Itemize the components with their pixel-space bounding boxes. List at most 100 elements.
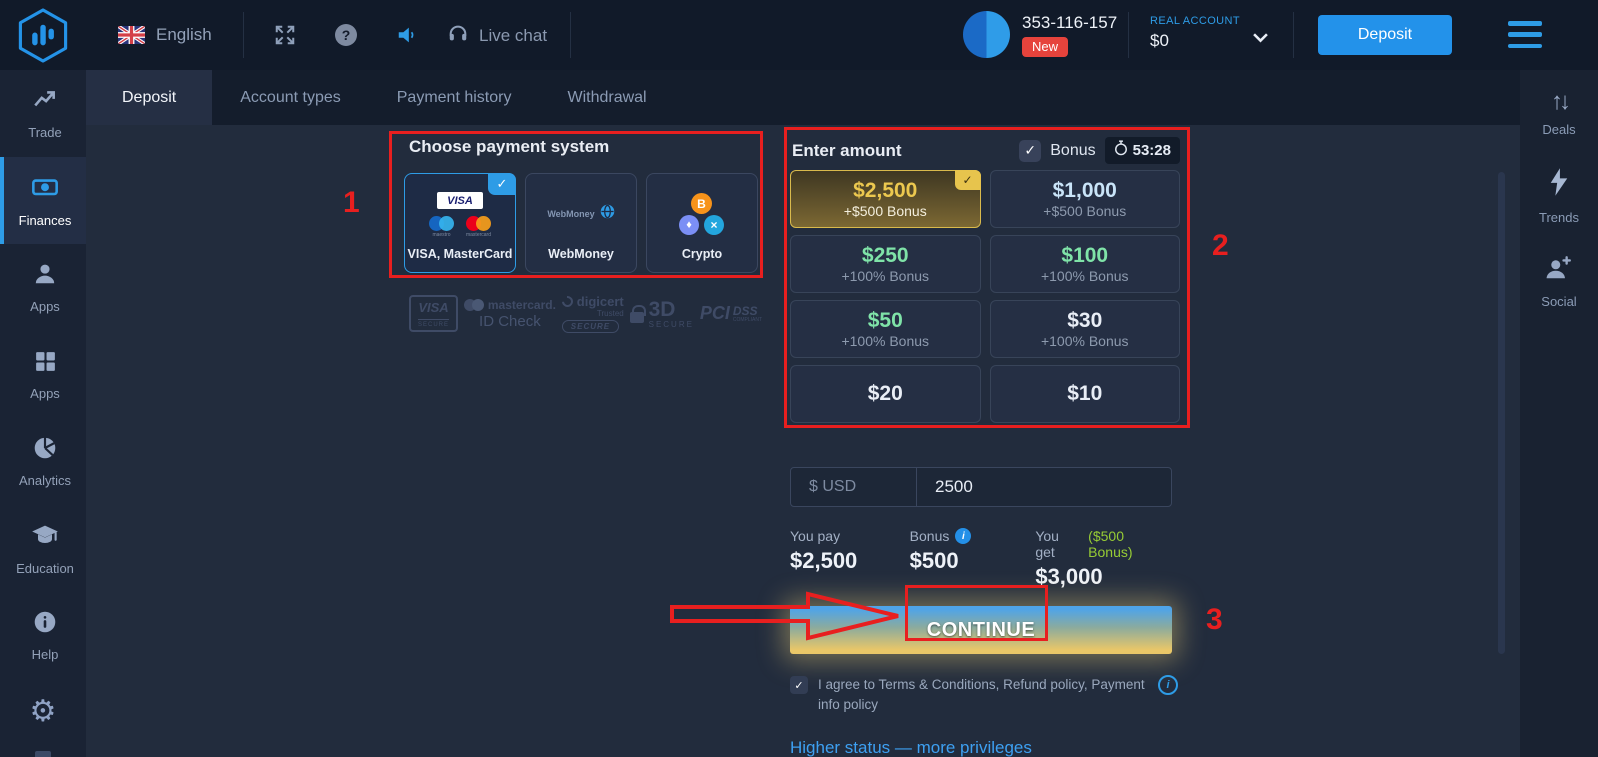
sidebar-item-deals[interactable]: ↑↓ Deals [1542, 88, 1576, 138]
payment-method-webmoney[interactable]: WebMoney WebMoney [525, 173, 637, 273]
bonus-checkbox[interactable]: ✓ [1019, 139, 1042, 162]
sidebar-item-label: Finances [18, 213, 72, 228]
mastercard-logo-icon [465, 216, 491, 231]
sidebar-item-label: Trends [1539, 210, 1579, 225]
person-plus-icon [1545, 255, 1573, 286]
finance-tabs: Deposit Account types Payment history Wi… [86, 70, 1520, 125]
sidebar-item-settings[interactable]: ⚙ [0, 679, 86, 745]
agree-checkbox[interactable]: ✓ [790, 676, 808, 694]
sidebar-item-education[interactable]: Education [0, 505, 86, 592]
deposit-button[interactable]: Deposit [1318, 15, 1452, 55]
fullscreen-icon[interactable] [274, 24, 296, 46]
amount-option-100[interactable]: $100 +100% Bonus [989, 235, 1180, 293]
tab-withdrawal[interactable]: Withdrawal [567, 88, 647, 106]
card-logos: maestro mastercard [428, 216, 491, 238]
up-down-arrows-icon: ↑↓ [1551, 88, 1571, 115]
sidebar-item-trade[interactable]: Trade [0, 70, 86, 157]
account-type-label: REAL ACCOUNT [1150, 15, 1240, 27]
amount-option-2500[interactable]: ✓ $2,500 +$500 Bonus [790, 170, 981, 228]
divider [1128, 12, 1129, 58]
annotation-step-1: 1 [343, 186, 360, 219]
platform-logo-icon[interactable] [16, 7, 70, 64]
avatar[interactable] [963, 11, 1010, 58]
right-sidebar: ↑↓ Deals Trends Social [1520, 70, 1598, 757]
amount-options: ✓ $2,500 +$500 Bonus $1,000 +$500 Bonus … [790, 170, 1180, 423]
tab-payment-history[interactable]: Payment history [396, 88, 512, 106]
mastercard-idcheck-badge: mastercard. ID Check [463, 298, 556, 330]
sidebar-item-label: Deals [1542, 122, 1576, 137]
graduation-cap-icon [31, 521, 59, 554]
sidebar-item-finances[interactable]: Finances [0, 157, 86, 244]
language-selector[interactable]: English [156, 25, 212, 44]
you-pay-value: $2,500 [790, 548, 858, 573]
amount-option-50[interactable]: $50 +100% Bonus [790, 300, 981, 358]
trust-badges: VISA SECURE mastercard. ID Check digicer… [404, 293, 762, 333]
mastercard-label: mastercard [465, 232, 491, 238]
person-icon [32, 261, 58, 292]
ethereum-icon: ♦ [679, 215, 699, 235]
visa-logo: VISA [437, 192, 483, 209]
sound-icon[interactable] [396, 24, 418, 46]
annotation-step-2: 2 [1212, 229, 1229, 262]
menu-icon[interactable] [1508, 21, 1542, 48]
lock-icon [629, 305, 646, 323]
vertical-scrollbar[interactable] [1498, 172, 1505, 654]
continue-button[interactable]: CONTINUE [790, 606, 1172, 654]
sidebar-item-label: Analytics [18, 473, 72, 488]
bitcoin-icon: B [691, 193, 712, 214]
payment-method-label: WebMoney [548, 247, 614, 261]
check-icon: ✓ [488, 173, 516, 195]
help-icon[interactable]: ? [335, 24, 357, 46]
terms-info-icon[interactable]: i [1158, 675, 1178, 695]
you-pay-label: You pay [790, 528, 841, 544]
sidebar-item-label: Education [16, 561, 74, 576]
amount-option-30[interactable]: $30 +100% Bonus [989, 300, 1180, 358]
sidebar-item-social[interactable]: Social [1541, 255, 1577, 309]
bonus-info-icon[interactable]: i [955, 528, 972, 544]
chevron-down-icon[interactable] [1253, 30, 1268, 48]
partial-icon [35, 751, 51, 757]
sidebar-item-apps[interactable]: Apps [0, 331, 86, 418]
currency-selector[interactable]: $ USD [791, 468, 917, 506]
amount-option-1000[interactable]: $1,000 +$500 Bonus [989, 170, 1180, 228]
check-icon: ✓ [954, 170, 981, 190]
amount-option-250[interactable]: $250 +100% Bonus [790, 235, 981, 293]
bonus-timer: 53:28 [1104, 137, 1180, 164]
maestro-logo-icon [428, 216, 454, 231]
sidebar-item-help[interactable]: Help [0, 592, 86, 679]
amount-input[interactable] [917, 468, 1171, 506]
info-icon [32, 609, 58, 640]
bonus-checkbox-label: Bonus [1050, 141, 1096, 159]
live-chat-button[interactable]: Live chat [447, 22, 547, 49]
payment-method-visa-mastercard[interactable]: ✓ VISA maestro mastercard VISA, MasterCa… [404, 173, 516, 273]
live-chat-label: Live chat [479, 25, 548, 45]
sidebar-item-label: Trade [28, 125, 62, 140]
amount-option-10[interactable]: $10 [989, 365, 1180, 423]
webmoney-logo: WebMoney [547, 209, 595, 219]
digicert-badge: digicert Trusted SECURE [559, 293, 624, 333]
pie-chart-icon [32, 435, 58, 466]
sidebar-item-label: Help [31, 647, 59, 662]
bonus-value: $500 [909, 548, 959, 573]
higher-status-link[interactable]: Higher status — more privileges [790, 738, 1032, 757]
3d-secure-badge: 3D SECURE [629, 299, 694, 329]
sidebar-item-profile[interactable]: Apps [0, 244, 86, 331]
sidebar-item-label: Apps [30, 385, 60, 401]
tab-account-types[interactable]: Account types [240, 88, 341, 106]
sidebar-item-trends[interactable]: Trends [1539, 167, 1579, 225]
new-status-badge: New [1022, 37, 1069, 57]
top-bar: English ? [0, 0, 1598, 70]
enter-amount-section: Enter amount ✓ Bonus 53:28 ✓ $2,500 + [790, 137, 1180, 757]
sidebar-item-analytics[interactable]: Analytics [0, 418, 86, 505]
ripple-icon: × [704, 215, 724, 235]
you-get-value: $3,000 [1035, 564, 1103, 589]
choose-payment-section: Choose payment system ✓ VISA maestro mas… [404, 137, 764, 333]
divider [243, 12, 244, 58]
tab-deposit[interactable]: Deposit [86, 70, 213, 125]
payment-method-crypto[interactable]: B ♦ × Crypto [646, 173, 758, 273]
you-get-bonus-note: ($500 Bonus) [1088, 528, 1133, 560]
maestro-label: maestro [432, 232, 451, 238]
amount-option-20[interactable]: $20 [790, 365, 981, 423]
deposit-summary: You pay $2,500 Bonus i $500 You get ($50… [790, 528, 1172, 590]
stopwatch-icon [1114, 140, 1128, 161]
